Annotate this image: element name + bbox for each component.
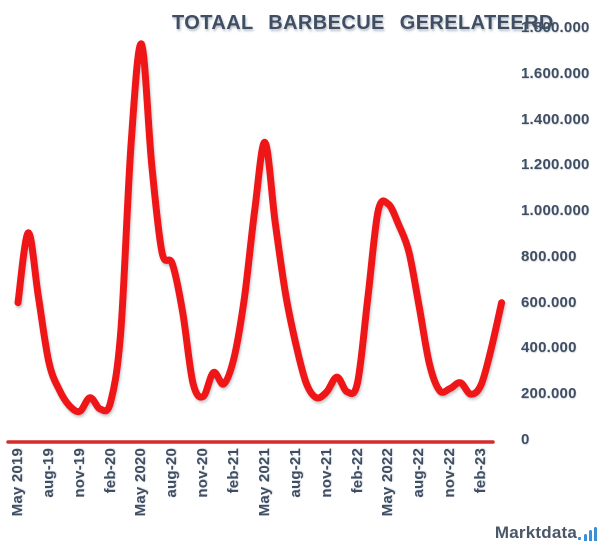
x-tick-label: May 2019 bbox=[9, 448, 26, 517]
x-tick-label: nov-21 bbox=[317, 448, 335, 498]
marktdata-logo: Marktdata bbox=[495, 524, 597, 541]
x-tick-label: nov-19 bbox=[70, 448, 88, 498]
y-tick-label: 1.600.000 bbox=[521, 64, 590, 82]
chart-title: TOTAAL BARBECUE GERELATEERD bbox=[172, 12, 554, 34]
logo-bar-tall bbox=[594, 527, 597, 541]
y-tick-label: 800.000 bbox=[521, 247, 577, 265]
y-tick-label: 1.200.000 bbox=[521, 156, 590, 174]
x-tick-label: feb-20 bbox=[101, 448, 119, 494]
x-tick-label: May 2020 bbox=[132, 448, 150, 517]
x-tick-label: nov-22 bbox=[441, 448, 459, 498]
marktdata-logo-text: Marktdata bbox=[494, 523, 577, 542]
y-tick-label: 1.800.000 bbox=[521, 18, 590, 36]
x-tick-label: aug-19 bbox=[39, 448, 57, 498]
y-tick-label: 200.000 bbox=[521, 385, 577, 403]
x-tick-label: feb-23 bbox=[472, 448, 489, 494]
data-series-line bbox=[14, 40, 506, 416]
y-tick-label: 1.000.000 bbox=[521, 202, 590, 220]
y-tick-label: 0 bbox=[521, 431, 530, 448]
x-tick-label: feb-21 bbox=[225, 448, 243, 494]
logo-bar-medium bbox=[589, 530, 592, 541]
bar-chart-icon bbox=[578, 527, 597, 541]
x-tick-label: nov-20 bbox=[194, 448, 212, 498]
x-tick-label: aug-22 bbox=[410, 448, 428, 498]
x-tick-label: aug-20 bbox=[163, 448, 181, 498]
x-tick-label: aug-21 bbox=[286, 448, 304, 498]
x-tick-label: May 2021 bbox=[255, 448, 273, 517]
logo-dot bbox=[578, 537, 581, 540]
x-tick-label: feb-22 bbox=[348, 448, 366, 494]
logo-bar-small bbox=[584, 534, 587, 541]
y-tick-label: 600.000 bbox=[521, 293, 577, 311]
x-tick-label: May 2022 bbox=[379, 448, 397, 517]
y-tick-label: 400.000 bbox=[521, 339, 577, 357]
y-tick-label: 1.400.000 bbox=[521, 110, 590, 128]
